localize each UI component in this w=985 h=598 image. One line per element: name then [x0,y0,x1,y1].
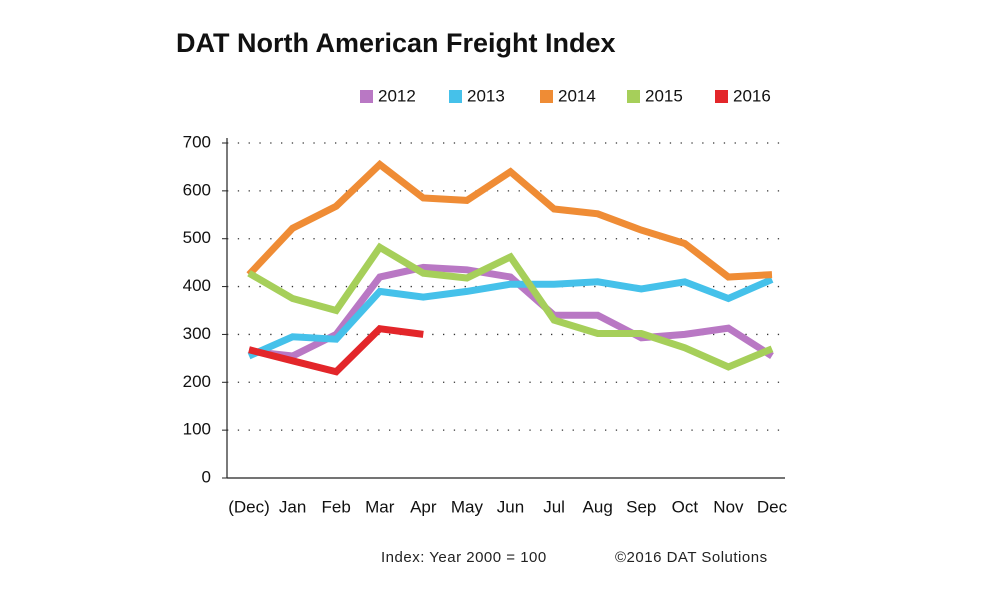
series-line [246,159,773,281]
series-line [247,242,774,371]
x-tick-label: Feb [322,497,351,516]
y-tick-label: 400 [183,276,211,295]
y-tick-label: 200 [183,372,211,391]
legend-label: 2015 [645,86,683,105]
chart-title: DAT North American Freight Index [176,28,616,58]
legend-swatch [540,90,553,103]
x-tick-label: Mar [365,497,395,516]
legend-swatch [715,90,728,103]
legend-swatch [449,90,462,103]
footnote: ©2016 DAT Solutions [615,549,768,566]
legend-label: 2014 [558,86,596,105]
x-tick-label: Jul [543,497,565,516]
legend-swatch [627,90,640,103]
series-line [247,276,774,360]
legend-label: 2016 [733,86,771,105]
y-tick-label: 500 [183,228,211,247]
x-tick-label: Aug [583,497,613,516]
x-tick-label: Jun [497,497,524,516]
x-tick-label: Jan [279,497,306,516]
footnote: Index: Year 2000 = 100 [381,549,547,566]
y-tick-label: 100 [183,420,211,439]
x-tick-label: Sep [626,497,656,516]
y-tick-label: 700 [183,132,211,151]
series-line [248,325,424,376]
legend-swatch [360,90,373,103]
y-tick-label: 300 [183,324,211,343]
x-tick-label: Oct [672,497,699,516]
legend-label: 2013 [467,86,505,105]
x-tick-label: Dec [757,497,788,516]
y-tick-label: 600 [183,180,211,199]
x-tick-label: Nov [713,497,744,516]
legend-label: 2012 [378,86,416,105]
x-tick-label: Apr [410,497,437,516]
y-tick-label: 0 [202,467,211,486]
x-tick-label: May [451,497,484,516]
x-tick-label: (Dec) [228,497,270,516]
